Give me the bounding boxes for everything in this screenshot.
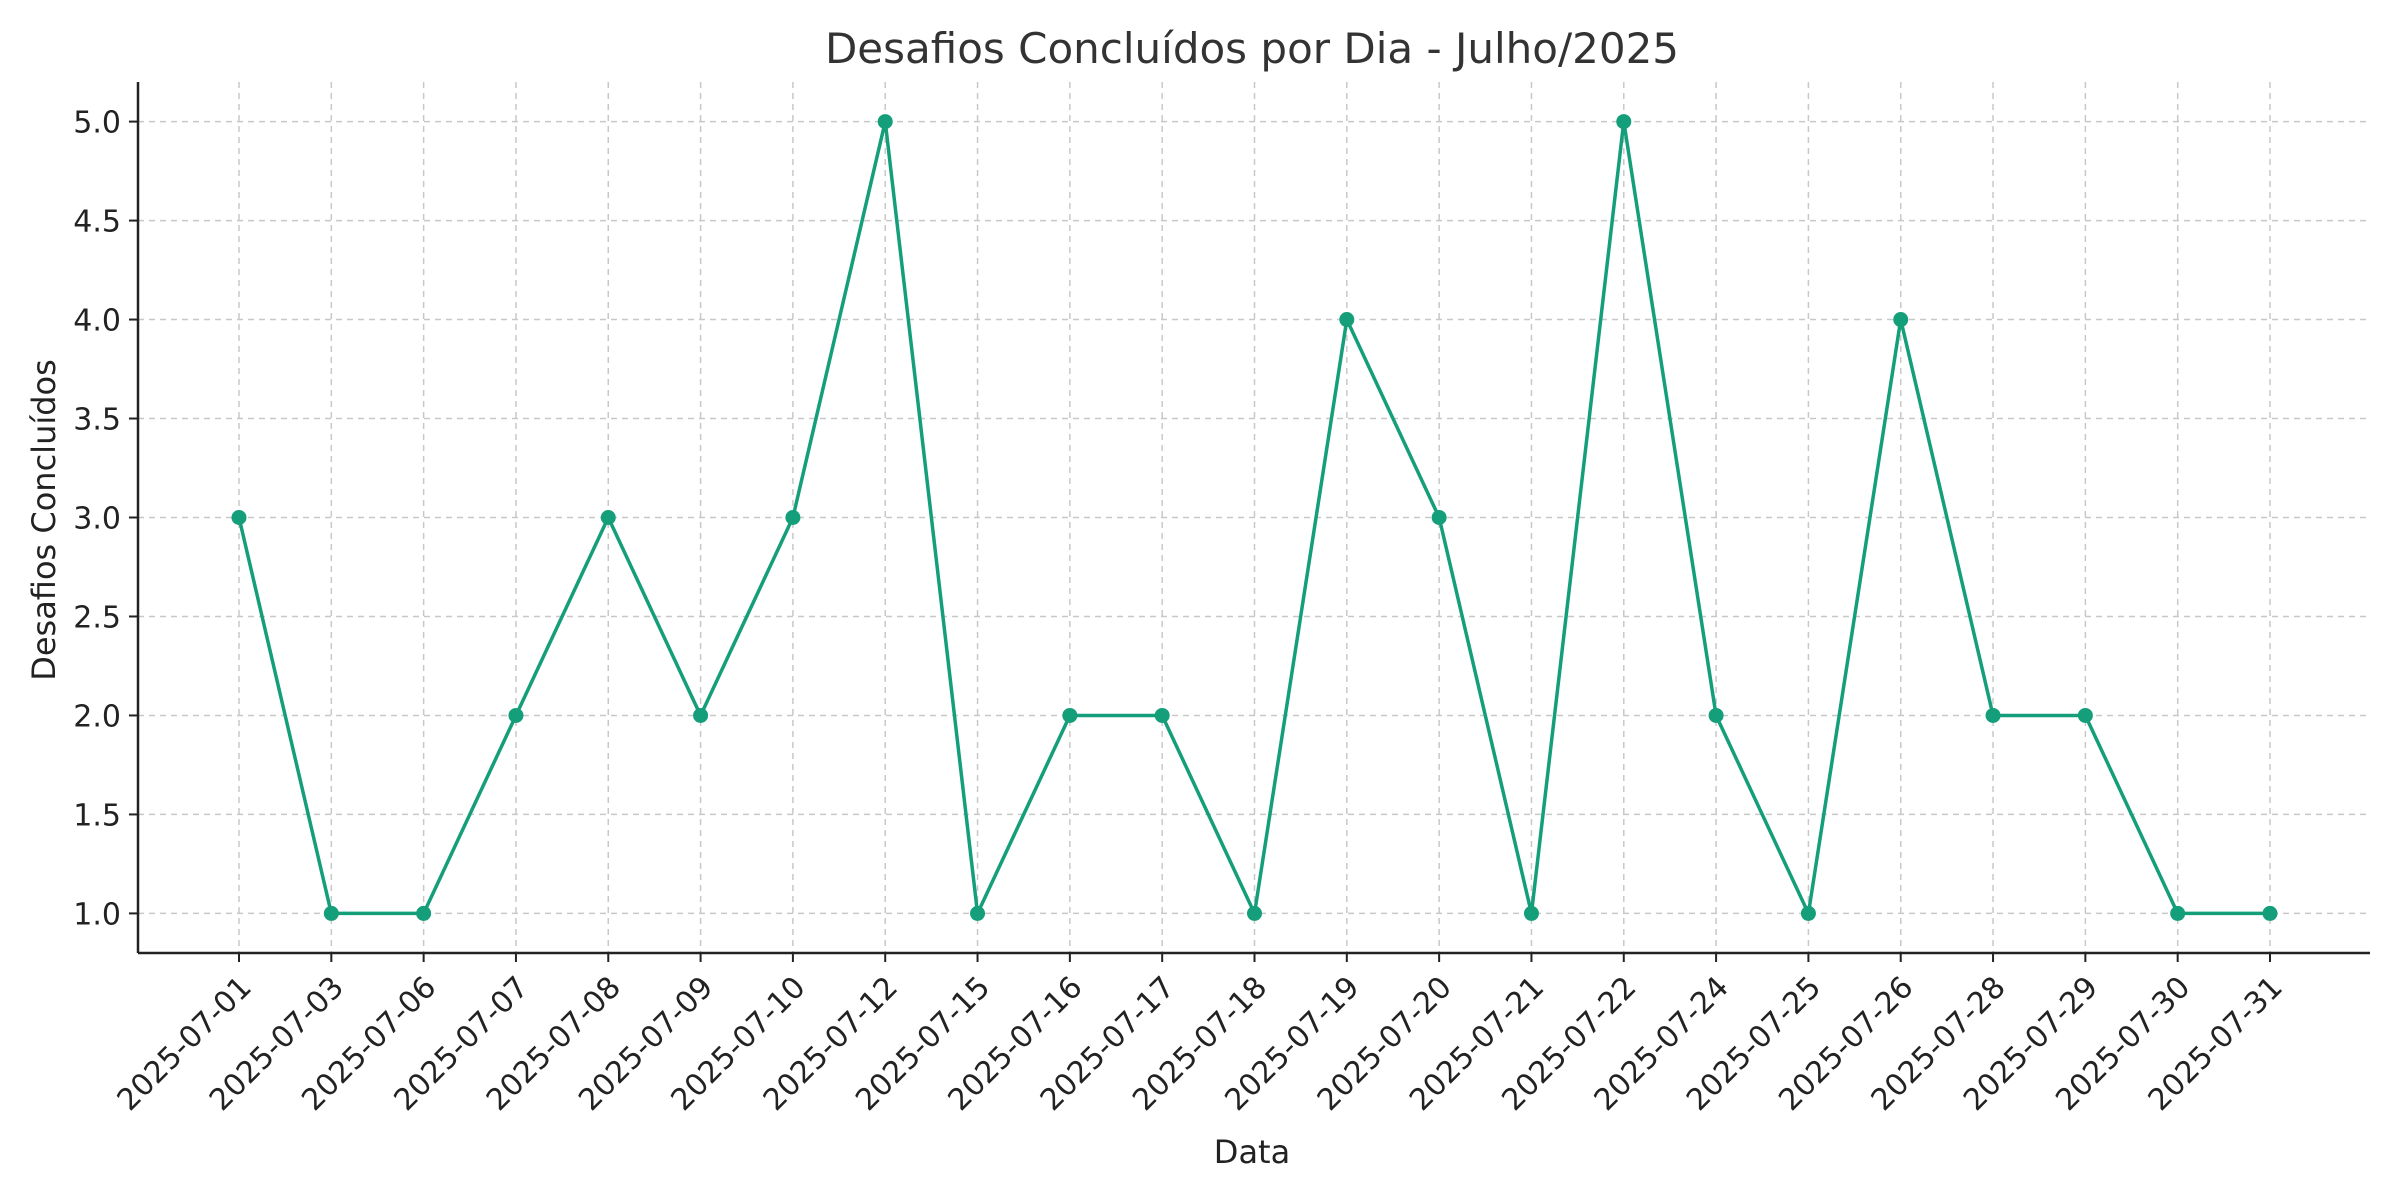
data-point: [1339, 312, 1355, 328]
chart-title: Desafios Concluídos por Dia - Julho/2025: [825, 24, 1679, 73]
data-point: [323, 905, 339, 921]
data-point: [508, 707, 524, 723]
axes-spines: [136, 82, 2370, 955]
y-tick-label: 3.0: [73, 502, 121, 537]
data-point: [231, 510, 247, 525]
y-tick-label: 1.5: [73, 798, 121, 833]
data-point: [2170, 905, 2186, 921]
data-point: [1800, 905, 1816, 921]
data-point: [2077, 707, 2093, 723]
y-tick-label: 5.0: [73, 106, 121, 141]
data-point: [970, 905, 986, 921]
y-axis-label: Desafios Concluídos: [25, 359, 63, 681]
data-point: [2262, 905, 2278, 921]
y-tick-label: 4.0: [73, 304, 121, 339]
data-point: [1893, 312, 1909, 328]
grid: [138, 82, 2370, 953]
data-point: [877, 114, 893, 130]
series: [231, 114, 2278, 921]
data-point: [785, 510, 801, 525]
data-point: [1523, 905, 1539, 921]
data-point: [693, 707, 709, 723]
data-point: [1985, 707, 2001, 723]
data-point: [1431, 510, 1447, 525]
y-tick-label: 3.5: [73, 403, 121, 438]
data-point: [1062, 707, 1078, 723]
y-tick-label: 2.0: [73, 699, 121, 734]
x-axis-label: Data: [1214, 1133, 1290, 1171]
data-point: [600, 510, 616, 525]
y-tick-label: 2.5: [73, 600, 121, 635]
y-axis-ticks: 1.0 1.5 2.0 2.5 3.0 3.5 4.0 4.5 5.0: [73, 106, 138, 932]
data-point: [1708, 707, 1724, 723]
y-tick-label: 1.0: [73, 897, 121, 932]
data-point: [1616, 114, 1632, 130]
data-point: [1154, 707, 1170, 723]
data-point: [416, 905, 432, 921]
x-axis-ticks: 2025-07-012025-07-032025-07-062025-07-07…: [111, 953, 2290, 1118]
y-tick-label: 4.5: [73, 205, 121, 240]
data-point: [1247, 905, 1262, 921]
